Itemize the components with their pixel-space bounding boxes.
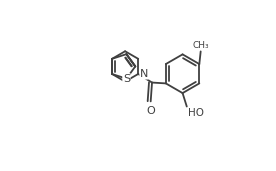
Text: CH₃: CH₃ [192,41,209,50]
Text: HO: HO [188,108,204,118]
Text: O: O [146,106,155,116]
Text: S: S [123,74,130,84]
Text: N: N [140,69,148,79]
